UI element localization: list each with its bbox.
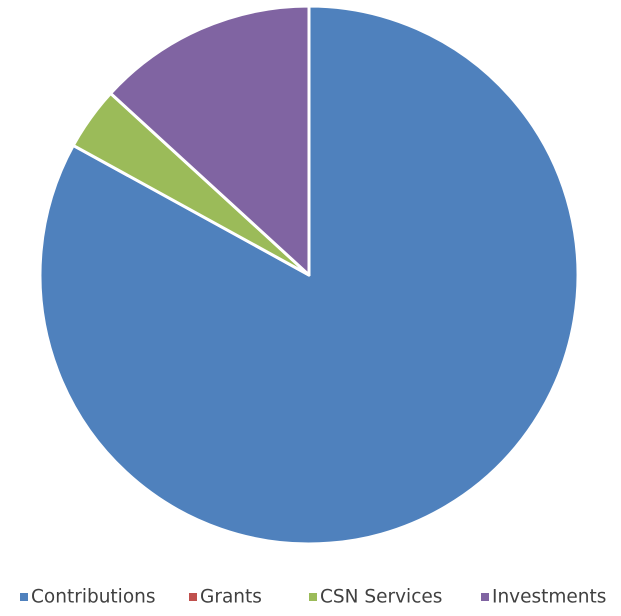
legend-label-investments: Investments bbox=[492, 587, 606, 608]
legend: Contributions Grants CSN Services Investmen… bbox=[20, 587, 606, 608]
pie-slice-investments bbox=[109, 4, 311, 277]
legend-label-csn-services: CSN Services bbox=[320, 587, 442, 608]
pie-slices bbox=[38, 4, 580, 546]
legend-item-csn-services: CSN Services bbox=[309, 587, 442, 608]
legend-swatch-csn-services bbox=[309, 593, 317, 601]
legend-item-grants: Grants bbox=[189, 587, 262, 608]
legend-swatch-grants bbox=[189, 593, 197, 601]
legend-swatch-investments bbox=[481, 593, 489, 601]
legend-item-investments: Investments bbox=[481, 587, 606, 608]
legend-label-grants: Grants bbox=[200, 587, 262, 608]
legend-item-contributions: Contributions bbox=[20, 587, 156, 608]
legend-swatch-contributions bbox=[20, 593, 28, 601]
legend-label-contributions: Contributions bbox=[31, 587, 156, 608]
